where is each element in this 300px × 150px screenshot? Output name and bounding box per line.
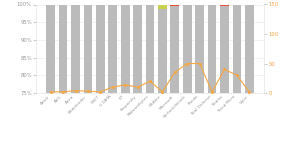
Bar	[170, 4, 179, 6]
Bar	[71, 4, 80, 93]
Bar	[195, 5, 204, 93]
Bar	[96, 4, 105, 93]
Bar	[46, 4, 55, 5]
Bar	[220, 4, 229, 6]
Bar	[84, 4, 92, 5]
Bar	[133, 4, 142, 93]
Bar	[245, 4, 254, 93]
Bar	[59, 4, 68, 93]
Bar	[208, 4, 216, 93]
Bar	[121, 4, 130, 93]
Bar	[232, 4, 241, 93]
Bar	[108, 4, 117, 93]
Bar	[195, 4, 204, 5]
Bar	[158, 9, 167, 93]
Bar	[170, 6, 179, 93]
Bar	[158, 5, 167, 9]
Bar	[220, 6, 229, 93]
Bar	[183, 4, 192, 93]
Bar	[84, 5, 92, 93]
Bar	[46, 5, 55, 93]
Bar	[146, 4, 154, 93]
Bar	[158, 4, 167, 5]
